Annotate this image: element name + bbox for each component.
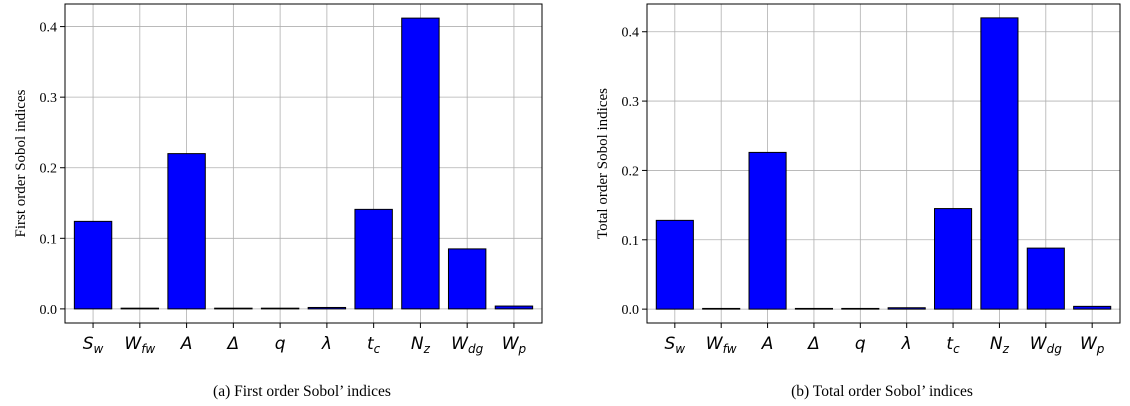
y-tick-label: 0.3 bbox=[40, 91, 58, 106]
y-tick-label: 0.1 bbox=[40, 232, 58, 247]
bar-Wp bbox=[494, 305, 534, 310]
y-tick-label: 0.1 bbox=[622, 234, 640, 249]
bar-Δ bbox=[214, 307, 253, 310]
y-tick-label: 0.0 bbox=[622, 303, 640, 318]
bar-tc bbox=[354, 208, 393, 310]
y-tick-label: 0.2 bbox=[40, 162, 58, 177]
x-tick-label: A bbox=[180, 334, 193, 354]
y-tick-label: 0.2 bbox=[622, 164, 640, 179]
x-tick-label: tc bbox=[946, 334, 960, 356]
bar-A bbox=[167, 153, 206, 310]
bar-λ bbox=[887, 307, 926, 310]
bar-Sw bbox=[655, 219, 694, 310]
bar-tc bbox=[934, 208, 973, 310]
x-tick-label: Sw bbox=[665, 334, 686, 356]
x-tick-label: λ bbox=[321, 334, 332, 354]
x-tick-label: Wp bbox=[502, 334, 527, 356]
bar-Δ bbox=[794, 307, 833, 310]
x-tick-label: Wdg bbox=[1030, 334, 1062, 356]
bar-Wdg bbox=[1026, 247, 1065, 310]
x-tick-label: Sw bbox=[83, 334, 104, 356]
x-tick-label: q bbox=[855, 334, 866, 354]
plot-frame bbox=[64, 3, 543, 324]
subfigure-caption: (a) First order Sobol’ indices bbox=[213, 383, 391, 400]
bar-Wdg bbox=[447, 248, 487, 310]
x-tick-label: Nz bbox=[411, 334, 431, 356]
y-tick-label: 0.4 bbox=[622, 26, 640, 41]
bar-Wfw bbox=[120, 307, 160, 310]
bar-Nz bbox=[401, 17, 440, 310]
x-tick-label: Wfw bbox=[706, 334, 737, 356]
x-tick-label: tc bbox=[367, 334, 381, 356]
bar-λ bbox=[307, 306, 347, 310]
bars bbox=[655, 17, 1112, 310]
bar-q bbox=[841, 307, 880, 310]
bar-Nz bbox=[980, 17, 1019, 310]
y-tick-label: 0.0 bbox=[40, 303, 58, 318]
y-ticks: 0.0 0.1 0.2 0.3 0.4 bbox=[622, 26, 647, 318]
plot-frame bbox=[646, 3, 1121, 324]
bar-Sw bbox=[73, 220, 113, 310]
x-tick-label: A bbox=[761, 334, 774, 354]
bar-Wp bbox=[1073, 305, 1112, 310]
y-axis-label: Total order Sobol indices bbox=[595, 88, 611, 239]
x-tick-label: Δ bbox=[226, 334, 240, 354]
x-tick-label: Wp bbox=[1080, 334, 1105, 356]
x-tick-label: q bbox=[275, 334, 286, 354]
x-tick-label: Nz bbox=[990, 334, 1010, 356]
x-tick-label: Δ bbox=[806, 334, 820, 354]
x-tick-label: Wdg bbox=[451, 334, 483, 356]
subfigure-caption: (b) Total order Sobol’ indices bbox=[791, 383, 973, 400]
bar-A bbox=[748, 151, 787, 310]
y-ticks: 0.0 0.1 0.2 0.3 0.4 bbox=[40, 21, 65, 318]
x-tick-label: λ bbox=[901, 334, 912, 354]
y-axis-label: First order Sobol indices bbox=[13, 89, 29, 237]
bar-q bbox=[260, 307, 300, 310]
y-tick-label: 0.4 bbox=[40, 21, 58, 36]
bar-Wfw bbox=[702, 307, 741, 310]
x-tick-label: Wfw bbox=[124, 334, 155, 356]
y-tick-label: 0.3 bbox=[622, 95, 640, 110]
bars bbox=[73, 17, 534, 310]
